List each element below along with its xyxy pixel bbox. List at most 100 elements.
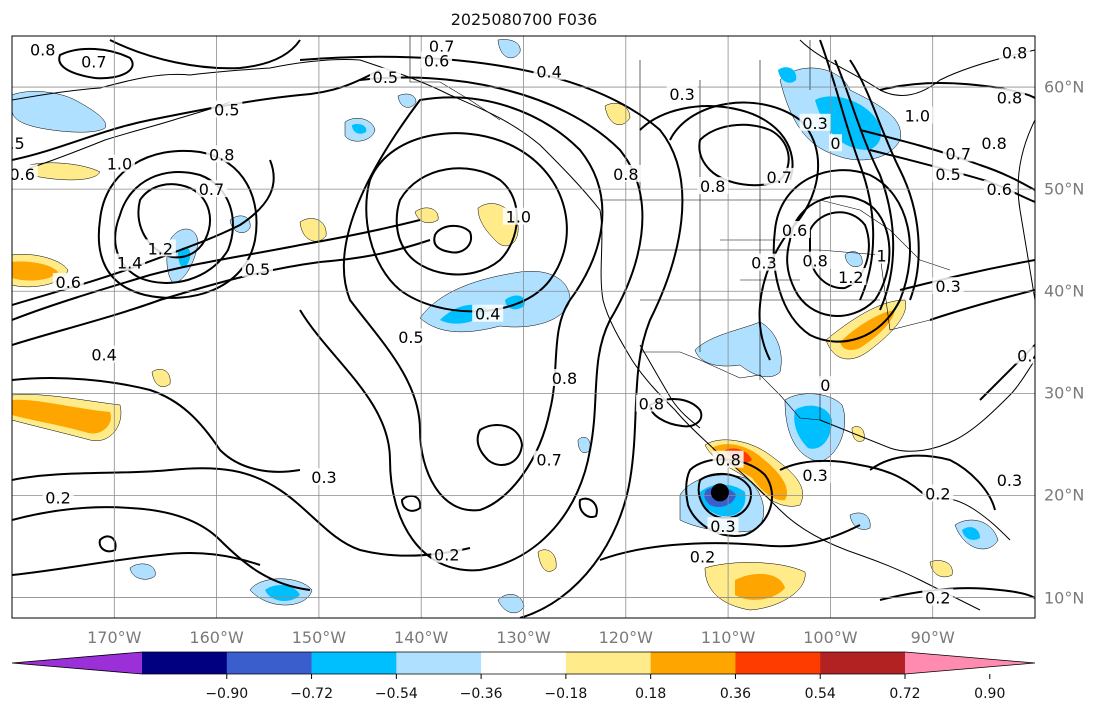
- colorbar-segment: [226, 652, 313, 674]
- contour-label-bg: [52, 273, 84, 291]
- contour-line: [12, 239, 431, 346]
- contour-label: 0.8: [639, 395, 664, 414]
- shade-negative: [497, 594, 525, 613]
- shade-negative: [844, 251, 863, 267]
- colorbar-tick-label: 0.36: [719, 686, 752, 702]
- coast-aleutians: [29, 101, 231, 169]
- shade-positive: [29, 162, 101, 181]
- contour-line: [58, 47, 134, 80]
- contour-line: [400, 494, 422, 512]
- lon-tick-label: 90°W: [910, 628, 955, 647]
- contour-label-bg: [707, 517, 739, 535]
- contour-label: 1: [876, 247, 886, 266]
- lon-tick-label: 170°W: [87, 628, 142, 647]
- contour-label-bg: [533, 62, 565, 80]
- contour-label: 0.7: [767, 168, 792, 187]
- contour-label: 0.3: [802, 114, 827, 133]
- lat-tick-label: 50°N: [1044, 179, 1085, 199]
- contour-label: 0.3: [710, 517, 735, 536]
- border-us-mexico: [640, 351, 821, 421]
- contour-label: 0.7: [536, 451, 561, 470]
- contour-label-bg: [942, 144, 974, 162]
- contour-line: [697, 472, 752, 520]
- colorbar-segment: [735, 652, 821, 674]
- contour-line: [639, 105, 794, 181]
- contour-label-bg: [748, 253, 780, 271]
- colorbar-tick-label: 0.54: [804, 686, 836, 702]
- contour-line: [648, 398, 703, 428]
- contour-label-bg: [195, 180, 227, 198]
- shade-negative: [577, 437, 591, 453]
- contour-label: 0.6: [986, 180, 1011, 199]
- colorbar-segment: [565, 652, 652, 674]
- contour-line: [879, 82, 1035, 99]
- contour-label: 0.2: [690, 548, 715, 567]
- contour-label-bg: [502, 207, 534, 225]
- map-frame: [11, 35, 1036, 619]
- contour-label-bg: [932, 277, 964, 295]
- shade-negative: [778, 67, 797, 83]
- contour-label: 0.3: [751, 254, 776, 273]
- contour-label: 0.5: [214, 101, 239, 120]
- contour-label-bg: [779, 221, 811, 238]
- contour-label-bg: [799, 251, 831, 269]
- contour-label-bg: [983, 180, 1015, 198]
- contour-label-bg: [12, 134, 28, 152]
- contour-label: 0.2: [925, 484, 950, 503]
- coast-baja: [639, 344, 701, 429]
- contour-line: [599, 524, 861, 561]
- contour-line: [12, 552, 261, 576]
- shade-positive: [12, 261, 58, 281]
- colorbar-tick-label: 0.18: [635, 686, 667, 702]
- contour-label: 0.8: [997, 88, 1022, 107]
- contour-label: 0.3: [669, 85, 694, 104]
- shade-positive: [537, 549, 557, 572]
- lon-tick-label: 110°W: [700, 628, 756, 647]
- contour-label-bg: [922, 588, 954, 606]
- contour-line: [879, 587, 1035, 601]
- contour-line: [433, 224, 473, 254]
- lat-tick-label: 10°N: [1044, 588, 1085, 608]
- shade-positive: [151, 369, 171, 387]
- colorbar-extend-low: [12, 652, 142, 674]
- colorbar: [11, 651, 1036, 679]
- contour-label-bg: [835, 267, 867, 285]
- contour-label: 0.8: [209, 145, 234, 164]
- contour-label: 0.4: [475, 305, 500, 324]
- colorbar-segment: [820, 652, 906, 674]
- contour-line: [299, 76, 644, 572]
- contour-label-bg: [635, 394, 667, 412]
- contour-label: 0.3: [997, 471, 1022, 490]
- contour-label-bg: [78, 52, 110, 70]
- contour-line: [819, 39, 875, 301]
- contour-label-bg: [395, 328, 427, 346]
- border-alaska: [409, 36, 501, 121]
- contour-label-bg: [12, 164, 38, 182]
- colorbar-extend-high: [905, 652, 1035, 674]
- contour-label: 0.6: [56, 273, 81, 292]
- contour-line: [12, 506, 311, 591]
- contour-label-bg: [103, 154, 135, 172]
- contour-label: 0.8: [715, 451, 740, 470]
- colorbar-tick-label: −0.54: [374, 686, 418, 702]
- contour-label-bg: [697, 177, 729, 195]
- contour-label: 0.6: [10, 165, 35, 184]
- contour-label: 0.8: [613, 165, 638, 184]
- contour-label-bg: [666, 85, 698, 103]
- contour-label-bg: [818, 376, 832, 394]
- contour-label: 0.6: [424, 52, 449, 71]
- contour-label: 0.7: [429, 37, 454, 56]
- contour-line: [869, 454, 996, 511]
- contour-label: 0.3: [802, 466, 827, 485]
- contour-line: [834, 59, 895, 311]
- contour-label: 0.4: [536, 63, 561, 82]
- contour-label-bg: [42, 488, 74, 506]
- shade-positive: [604, 103, 631, 125]
- contour-label-bg: [993, 471, 1025, 489]
- contour-label: 0.2: [45, 489, 70, 508]
- contour-label: 1.0: [506, 208, 531, 227]
- contour-label-bg: [875, 246, 889, 264]
- contour-label-bg: [763, 167, 795, 185]
- lat-tick-label: 60°N: [1044, 77, 1085, 97]
- gridlines: [12, 36, 1035, 618]
